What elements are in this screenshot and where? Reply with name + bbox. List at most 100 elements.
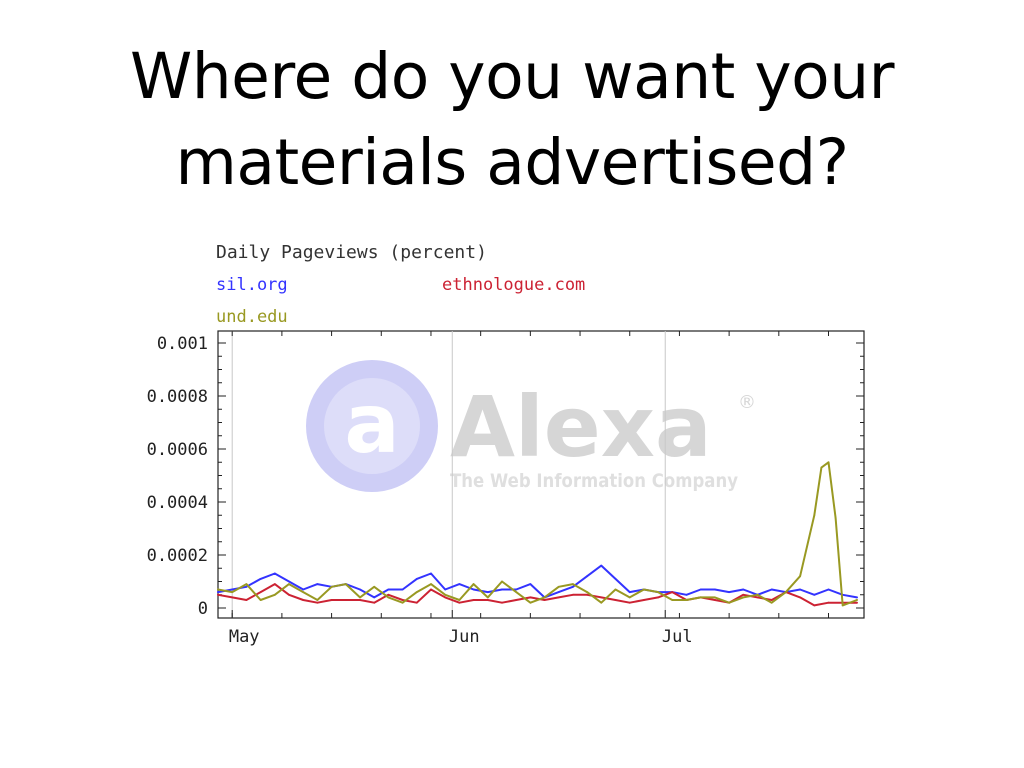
data-point-ethnologue-com [273,583,276,585]
data-point-und-edu [820,466,823,469]
data-point-ethnologue-com [813,604,816,607]
alexa-registered-mark: ® [738,392,756,413]
data-point-sil-org [373,596,376,599]
data-point-ethnologue-com [359,599,361,601]
alexa-brand: Alexa [450,378,712,476]
data-point-ethnologue-com [401,599,404,601]
data-point-und-edu [671,599,674,601]
slide-title-line-2: materials advertised? [175,126,849,199]
data-point-und-edu [302,591,305,593]
data-point-ethnologue-com [316,601,319,604]
data-point-ethnologue-com [430,588,432,591]
data-point-ethnologue-com [671,591,674,593]
data-point-ethnologue-com [415,601,418,604]
data-point-und-edu [387,596,390,599]
data-point-sil-org [444,588,447,591]
legend-ethnologue-com: ethnologue.com [442,275,585,295]
data-point-ethnologue-com [330,599,333,601]
data-point-sil-org [288,580,290,583]
data-point-sil-org [387,588,390,591]
series-line-sil-org [217,564,858,599]
data-point-und-edu [827,461,830,464]
data-point-ethnologue-com [572,593,574,596]
data-point-sil-org [231,588,234,591]
data-point-und-edu [586,591,588,593]
data-point-und-edu [643,588,645,591]
data-point-ethnologue-com [444,596,447,599]
data-point-sil-org [728,591,730,593]
data-point-und-edu [543,596,546,599]
data-point-und-edu [501,580,503,583]
data-point-und-edu [430,583,432,585]
data-point-und-edu [458,599,461,601]
data-point-sil-org [827,588,830,591]
data-point-und-edu [316,599,319,601]
data-point-und-edu [515,591,518,593]
chart-title: Daily Pageviews (percent) [216,242,487,263]
data-point-ethnologue-com [557,596,560,599]
data-point-sil-org [515,588,518,591]
data-point-ethnologue-com [245,599,248,601]
data-point-und-edu [288,583,290,585]
data-point-sil-org [273,572,276,575]
series-line-ethnologue-com [217,583,858,607]
data-point-ethnologue-com [217,593,219,596]
y-tick-label: 0 [198,599,208,619]
y-tick-label: 0.0008 [147,387,208,407]
data-point-und-edu [600,601,603,604]
data-point-sil-org [557,591,560,593]
data-point-und-edu [799,575,801,578]
data-point-ethnologue-com [756,596,759,599]
data-point-und-edu [742,596,745,599]
data-point-und-edu [572,583,574,585]
legend-und-edu: und.edu [216,307,288,327]
data-point-ethnologue-com [614,599,617,601]
data-point-sil-org [742,588,745,591]
data-point-und-edu [628,596,631,599]
data-point-sil-org [856,596,858,599]
data-point-und-edu [699,596,702,599]
data-point-und-edu [344,583,347,585]
data-point-ethnologue-com [288,593,290,596]
data-point-und-edu [259,599,262,601]
data-point-sil-org [529,583,532,585]
data-point-und-edu [231,591,234,593]
data-point-ethnologue-com [259,591,262,593]
y-tick-label: 0.001 [157,334,208,354]
data-point-ethnologue-com [770,599,773,601]
data-point-sil-org [586,575,588,578]
data-point-ethnologue-com [586,593,588,596]
data-point-ethnologue-com [657,596,659,599]
data-point-ethnologue-com [515,599,518,601]
data-point-ethnologue-com [231,596,234,599]
data-point-ethnologue-com [543,599,546,601]
data-point-sil-org [259,578,262,580]
data-point-ethnologue-com [714,599,716,601]
data-point-sil-org [472,588,475,591]
data-point-ethnologue-com [501,601,503,604]
data-point-ethnologue-com [387,593,390,596]
data-point-sil-org [415,578,418,580]
data-point-sil-org [316,583,319,585]
data-point-sil-org [699,588,702,591]
data-point-und-edu [770,601,773,604]
data-point-und-edu [841,604,844,607]
slide-title-line-1: Where do you want your [129,40,895,113]
plot-area [217,330,865,619]
data-point-und-edu [359,596,361,599]
data-point-sil-org [458,583,461,585]
data-point-sil-org [770,588,773,591]
data-point-sil-org [302,588,305,591]
data-point-sil-org [501,588,503,591]
data-point-sil-org [359,588,361,591]
x-month-label: Jul [662,627,693,647]
data-point-sil-org [614,578,617,580]
data-point-und-edu [529,601,532,604]
data-point-sil-org [245,585,248,588]
data-point-ethnologue-com [302,599,305,601]
data-point-und-edu [486,596,489,599]
data-point-ethnologue-com [827,601,830,604]
data-point-und-edu [217,588,219,591]
data-point-sil-org [813,593,816,596]
